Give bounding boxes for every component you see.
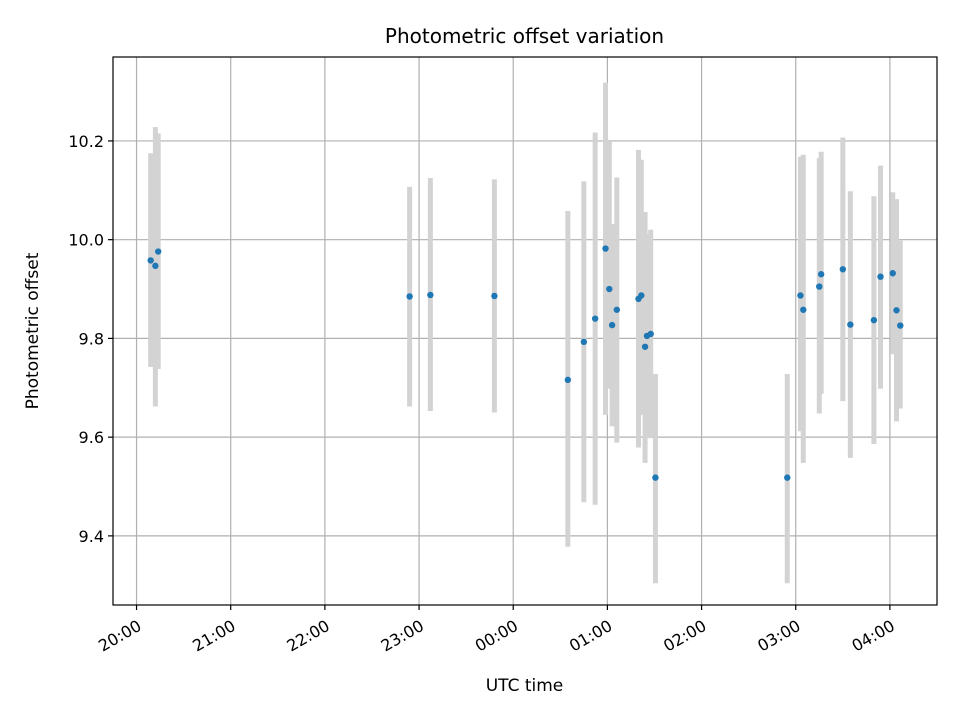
x-axis-label: UTC time bbox=[486, 676, 564, 696]
data-point bbox=[406, 293, 413, 300]
y-tick-label: 9.6 bbox=[79, 428, 104, 447]
data-point bbox=[152, 262, 159, 270]
plot-frame bbox=[112, 56, 938, 606]
y-tick-layer: 9.4 9.6 9.8 10.0 10.2 bbox=[68, 132, 113, 546]
data-point bbox=[897, 322, 904, 329]
data-point bbox=[784, 474, 791, 481]
data-point bbox=[797, 292, 804, 299]
point-layer bbox=[147, 245, 904, 481]
data-point bbox=[602, 245, 609, 252]
data-point bbox=[591, 315, 599, 322]
data-point bbox=[800, 306, 807, 313]
y-axis-label: Photometric offset bbox=[23, 252, 43, 409]
data-point bbox=[147, 257, 154, 264]
data-point bbox=[870, 316, 878, 324]
data-point bbox=[652, 474, 659, 481]
data-point bbox=[580, 338, 588, 346]
data-point bbox=[155, 248, 162, 255]
data-point bbox=[427, 291, 434, 299]
data-point bbox=[564, 376, 572, 384]
chart-title: Photometric offset variation bbox=[385, 24, 664, 48]
data-point bbox=[641, 343, 649, 350]
y-tick-label: 10.0 bbox=[68, 231, 104, 250]
data-point bbox=[491, 292, 498, 300]
data-point bbox=[839, 266, 847, 273]
data-point bbox=[638, 292, 645, 299]
data-point bbox=[816, 283, 823, 290]
data-point bbox=[847, 321, 854, 328]
y-tick-label: 10.2 bbox=[68, 132, 104, 151]
y-tick-label: 9.4 bbox=[79, 527, 104, 546]
data-point bbox=[647, 330, 654, 338]
data-point bbox=[889, 270, 896, 277]
data-point bbox=[877, 273, 884, 280]
data-point bbox=[608, 321, 616, 329]
data-point bbox=[817, 271, 825, 278]
data-point bbox=[606, 285, 613, 293]
y-tick-label: 9.8 bbox=[79, 329, 104, 348]
data-point bbox=[893, 307, 900, 314]
data-point bbox=[613, 306, 621, 313]
